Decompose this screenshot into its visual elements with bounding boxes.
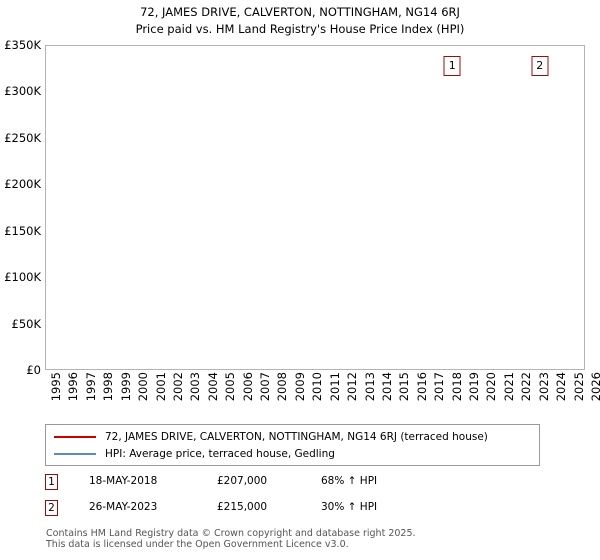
x-tick-label: 2006	[240, 372, 255, 402]
transaction-date-2: 26-MAY-2023	[89, 501, 158, 513]
page-title: 72, JAMES DRIVE, CALVERTON, NOTTINGHAM, …	[140, 5, 460, 19]
plot-frame	[45, 45, 585, 370]
page-subtitle: Price paid vs. HM Land Registry's House …	[135, 22, 465, 36]
x-tick-label: 2018	[449, 372, 464, 402]
transaction-date-1: 18-MAY-2018	[89, 475, 158, 487]
y-tick-label: £0	[26, 363, 41, 377]
legend-item-hpi: HPI: Average price, terraced house, Gedl…	[54, 446, 335, 462]
x-tick-label: 2007	[258, 372, 273, 402]
x-tick-label: 2019	[467, 372, 482, 402]
transaction-price-2: £215,000	[217, 501, 268, 513]
y-tick-label: £200K	[4, 177, 41, 192]
chart-legend: 72, JAMES DRIVE, CALVERTON, NOTTINGHAM, …	[45, 424, 540, 466]
x-tick-label: 1997	[83, 372, 98, 402]
transaction-hpi-delta-1: 68% ↑ HPI	[321, 475, 378, 487]
legend-swatch-blue-icon	[54, 453, 96, 455]
chart-marker-flag-2: 2	[531, 55, 549, 76]
x-tick-label: 1996	[66, 372, 81, 402]
x-tick-label: 1999	[118, 372, 133, 402]
transaction-row-1: 1 18-MAY-2018 £207,000 68% ↑ HPI	[45, 474, 565, 494]
footer-line-2: This data is licensed under the Open Gov…	[46, 539, 349, 550]
x-tick-label: 2013	[362, 372, 377, 402]
y-axis-labels: £0 £50K £100K £150K £200K £250K £300K £350K	[0, 38, 45, 377]
x-tick-label: 2004	[205, 372, 220, 402]
x-tick-label: 1998	[101, 372, 116, 402]
x-tick-label: 2024	[554, 372, 569, 402]
x-tick-label: 2026	[589, 372, 600, 402]
y-tick-label: £50K	[11, 316, 42, 331]
legend-item-price-paid: 72, JAMES DRIVE, CALVERTON, NOTTINGHAM, …	[54, 429, 488, 445]
x-tick-label: 2025	[571, 372, 586, 402]
x-tick-label: 2015	[397, 372, 412, 402]
legend-swatch-red-icon	[54, 436, 96, 438]
y-tick-label: £100K	[4, 270, 41, 285]
x-tick-label: 2022	[519, 372, 534, 402]
x-tick-label: 2017	[432, 372, 447, 402]
x-tick-label: 2000	[136, 372, 151, 402]
x-tick-label: 2008	[275, 372, 290, 402]
transaction-price-1: £207,000	[217, 475, 268, 487]
x-tick-label: 2001	[153, 372, 168, 402]
footer-line-1: Contains HM Land Registry data © Crown c…	[46, 528, 416, 539]
x-tick-label: 2010	[310, 372, 325, 402]
transaction-marker-1: 1	[45, 474, 58, 490]
x-tick-label: 2005	[223, 372, 238, 402]
x-tick-label: 2002	[170, 372, 185, 402]
y-tick-label: £250K	[4, 130, 41, 145]
legend-label-price-paid: 72, JAMES DRIVE, CALVERTON, NOTTINGHAM, …	[105, 431, 488, 443]
legend-label-hpi: HPI: Average price, terraced house, Gedl…	[105, 448, 335, 460]
y-tick-label: £300K	[4, 84, 41, 99]
x-tick-label: 2003	[188, 372, 203, 402]
transaction-hpi-delta-2: 30% ↑ HPI	[321, 501, 378, 513]
x-axis-labels: 1995 1996 1997 1998 1999 2000 2001 2002 2003 2004…	[45, 372, 600, 418]
x-tick-label: 2009	[292, 372, 307, 402]
x-tick-label: 2023	[536, 372, 551, 402]
x-tick-label: 2011	[327, 372, 342, 402]
footer-attribution: Contains HM Land Registry data © Crown c…	[46, 528, 586, 550]
x-tick-label: 2020	[484, 372, 499, 402]
x-tick-label: 2016	[414, 372, 429, 402]
y-tick-label: £350K	[4, 38, 41, 52]
x-tick-label: 2014	[379, 372, 394, 402]
title-block: 72, JAMES DRIVE, CALVERTON, NOTTINGHAM, …	[0, 0, 600, 37]
transaction-row-2: 2 26-MAY-2023 £215,000 30% ↑ HPI	[45, 500, 565, 520]
x-tick-label: 2021	[501, 372, 516, 402]
x-tick-label: 1995	[49, 372, 63, 402]
y-tick-label: £150K	[4, 223, 41, 238]
x-tick-label: 2012	[345, 372, 360, 402]
transaction-marker-2: 2	[45, 500, 58, 516]
chart-marker-flag-1: 1	[443, 55, 461, 76]
